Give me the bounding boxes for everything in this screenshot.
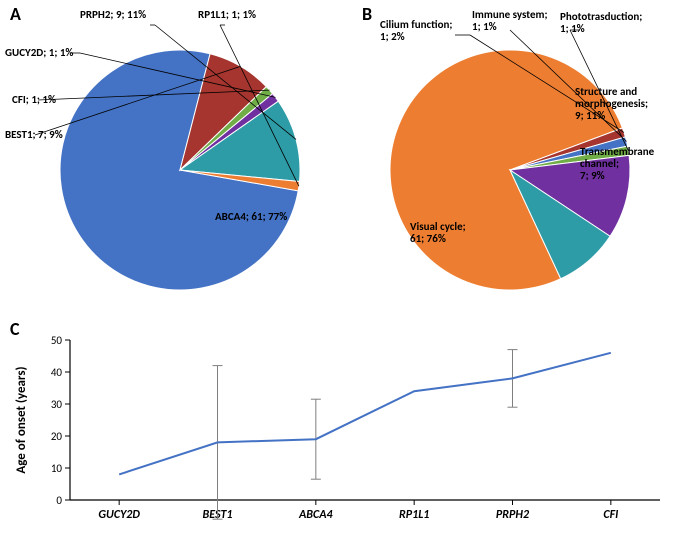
slice-label: GUCY2D; 1; 1% xyxy=(5,46,73,59)
x-tick-label: GUCY2D xyxy=(98,508,140,522)
slice-label: 61; 76% xyxy=(410,232,446,245)
slice-label: 1; 1% xyxy=(472,20,497,33)
x-tick-label: ABCA4 xyxy=(298,508,333,522)
line-series xyxy=(119,353,611,475)
y-tick-label: 0 xyxy=(56,494,62,507)
panel-label: A xyxy=(10,3,21,25)
panel-label: C xyxy=(10,318,20,340)
y-axis-label: Age of onset (years) xyxy=(14,366,29,473)
slice-label: ABCA4; 61; 77% xyxy=(215,210,287,223)
slice-label: 1; 2% xyxy=(380,30,405,43)
x-tick-label: RP1L1 xyxy=(399,508,429,522)
x-tick-label: PRPH2 xyxy=(496,508,530,522)
slice-label: 9; 11% xyxy=(575,109,605,122)
slice-label: CFI; 1; 1% xyxy=(12,93,56,106)
slice-label: 1; 1% xyxy=(560,22,585,35)
panel-label: B xyxy=(362,3,372,25)
slice-label: PRPH2; 9; 11% xyxy=(80,8,146,21)
y-tick-label: 20 xyxy=(51,430,63,443)
slice-label: 7; 9% xyxy=(580,169,605,182)
slice-label: BEST1; 7; 9% xyxy=(5,128,63,141)
y-tick-label: 40 xyxy=(51,366,63,379)
slice-label: RP1L1; 1; 1% xyxy=(198,8,256,21)
x-tick-label: CFI xyxy=(603,508,618,522)
y-tick-label: 30 xyxy=(51,398,63,411)
y-tick-label: 10 xyxy=(51,462,63,475)
y-tick-label: 50 xyxy=(51,334,63,347)
